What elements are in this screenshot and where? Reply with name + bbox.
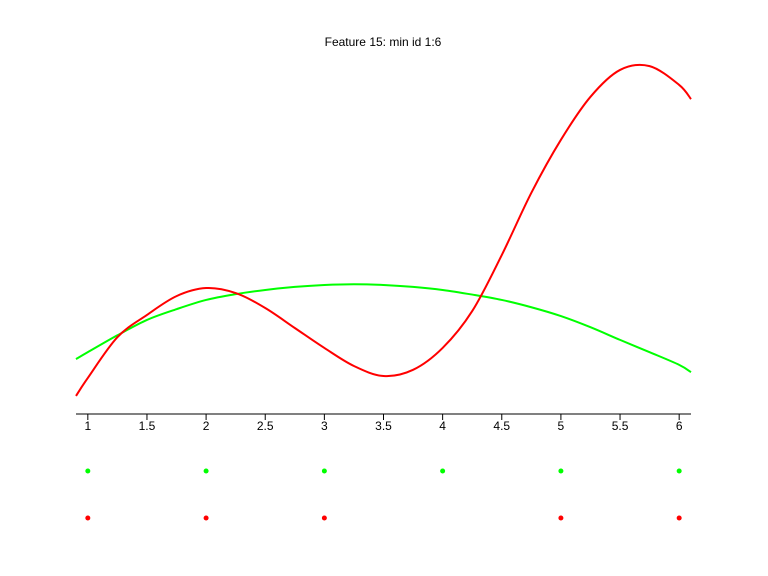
dot	[676, 468, 682, 474]
x-tick-label: 3	[321, 419, 328, 433]
dot	[440, 468, 446, 474]
line	[75, 63, 692, 397]
x-tick-label: 4	[439, 419, 446, 433]
dot	[558, 515, 564, 521]
x-tick-label: 1.5	[139, 419, 156, 433]
line	[75, 283, 692, 373]
x-tick-label: 6	[676, 419, 683, 433]
dot	[203, 468, 209, 474]
dot	[85, 515, 91, 521]
dot	[85, 468, 91, 474]
x-tick-label: 5	[558, 419, 565, 433]
chart-title: Feature 15: min id 1:6	[325, 35, 442, 49]
dot	[321, 468, 327, 474]
x-tick-label: 4.5	[493, 419, 510, 433]
x-tick-label: 5.5	[612, 419, 629, 433]
dot	[558, 468, 564, 474]
x-tick-label: 1	[84, 419, 91, 433]
dot	[203, 515, 209, 521]
x-tick-label: 3.5	[375, 419, 392, 433]
x-tick-label: 2.5	[257, 419, 274, 433]
x-tick-label: 2	[203, 419, 210, 433]
dot	[321, 515, 327, 521]
dot	[676, 515, 682, 521]
